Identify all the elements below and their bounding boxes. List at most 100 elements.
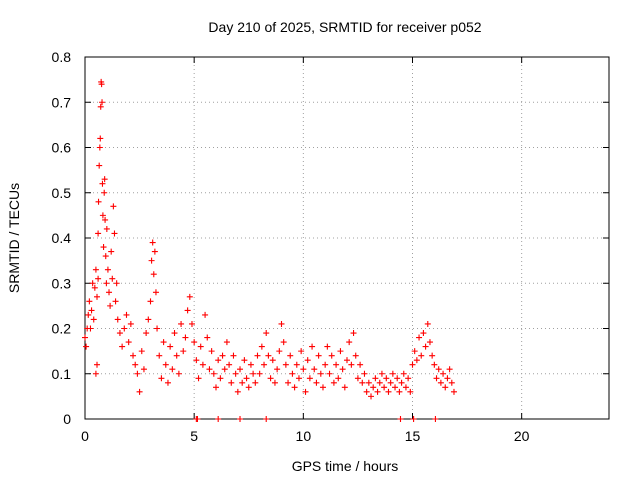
data-point xyxy=(108,248,115,255)
data-point xyxy=(134,370,141,377)
data-point xyxy=(121,325,128,332)
data-point xyxy=(106,289,113,296)
data-point xyxy=(282,361,289,368)
data-point xyxy=(94,293,101,300)
data-point xyxy=(344,357,350,364)
y-tick-label: 0.3 xyxy=(52,275,72,291)
data-point xyxy=(261,361,268,368)
data-point xyxy=(103,225,110,232)
data-point xyxy=(315,352,322,359)
data-point xyxy=(109,275,116,282)
axis-ticks xyxy=(84,56,609,420)
data-point xyxy=(252,379,259,386)
data-point xyxy=(241,357,248,364)
data-point xyxy=(138,348,145,355)
data-point xyxy=(276,348,283,355)
data-point xyxy=(194,416,201,422)
data-point xyxy=(230,352,237,359)
data-point xyxy=(361,370,368,377)
data-point xyxy=(87,325,94,332)
data-point xyxy=(424,320,431,327)
data-point xyxy=(191,339,198,346)
data-point xyxy=(154,325,161,332)
data-point xyxy=(359,379,366,386)
data-point xyxy=(250,370,257,377)
data-point xyxy=(102,253,109,260)
data-point xyxy=(100,244,107,251)
data-point xyxy=(96,162,103,169)
data-point xyxy=(83,343,90,350)
data-point xyxy=(123,311,130,318)
x-tick-label: 10 xyxy=(296,428,312,444)
data-point xyxy=(370,384,377,391)
x-tick-label: 20 xyxy=(514,428,530,444)
data-point xyxy=(114,316,121,323)
y-tick-label: 0.7 xyxy=(52,94,72,110)
data-point xyxy=(173,352,180,359)
y-tick-labels: 0 0.1 0.2 0.3 0.4 0.5 0.6 0.7 0.8 xyxy=(52,49,72,427)
data-point xyxy=(285,379,292,386)
data-point xyxy=(119,343,126,350)
data-point xyxy=(160,339,167,346)
data-point xyxy=(188,320,195,327)
data-point xyxy=(413,357,420,364)
data-point xyxy=(446,366,453,373)
data-point xyxy=(234,388,241,395)
data-point xyxy=(237,366,244,373)
data-point xyxy=(298,348,305,355)
data-point xyxy=(295,375,302,382)
data-point xyxy=(171,330,178,337)
data-point xyxy=(365,379,372,386)
data-point xyxy=(208,348,215,355)
data-point xyxy=(448,379,455,386)
data-point xyxy=(111,230,118,237)
data-point xyxy=(90,316,97,323)
data-point xyxy=(101,189,108,196)
data-point xyxy=(319,384,326,391)
data-point xyxy=(402,384,409,391)
data-point xyxy=(247,361,254,368)
data-point xyxy=(152,289,159,296)
data-point xyxy=(164,379,171,386)
x-tick-label: 5 xyxy=(190,428,198,444)
data-point xyxy=(269,357,276,364)
data-point xyxy=(98,81,105,88)
data-point xyxy=(324,343,331,350)
data-point xyxy=(103,280,110,287)
chart-title: Day 210 of 2025, SRMTID for receiver p05… xyxy=(208,19,481,35)
data-point xyxy=(167,343,174,350)
data-points xyxy=(82,78,457,422)
data-point xyxy=(206,366,213,373)
data-point xyxy=(239,379,246,386)
data-point xyxy=(215,357,222,364)
data-point xyxy=(94,361,101,368)
data-point xyxy=(82,334,88,341)
data-point xyxy=(102,216,109,223)
data-point xyxy=(383,375,390,382)
data-point xyxy=(199,361,206,368)
data-point xyxy=(178,320,185,327)
data-point xyxy=(396,388,403,395)
data-point xyxy=(291,384,298,391)
x-axis-label: GPS time / hours xyxy=(292,458,399,474)
data-point xyxy=(95,275,102,282)
data-point xyxy=(346,339,353,346)
x-tick-label: 15 xyxy=(405,428,421,444)
y-tick-label: 0 xyxy=(63,411,71,427)
data-point xyxy=(309,343,316,350)
data-point xyxy=(330,379,337,386)
data-point xyxy=(145,316,152,323)
data-point xyxy=(150,271,157,278)
data-point xyxy=(92,370,99,377)
data-point xyxy=(304,357,311,364)
y-tick-label: 0.1 xyxy=(52,366,72,382)
data-point xyxy=(328,352,335,359)
data-point xyxy=(429,352,436,359)
data-point xyxy=(431,361,438,368)
data-point xyxy=(101,176,108,183)
data-point xyxy=(376,379,383,386)
data-point xyxy=(210,370,217,377)
data-point xyxy=(180,348,187,355)
data-point xyxy=(112,298,119,305)
data-point xyxy=(147,298,154,305)
